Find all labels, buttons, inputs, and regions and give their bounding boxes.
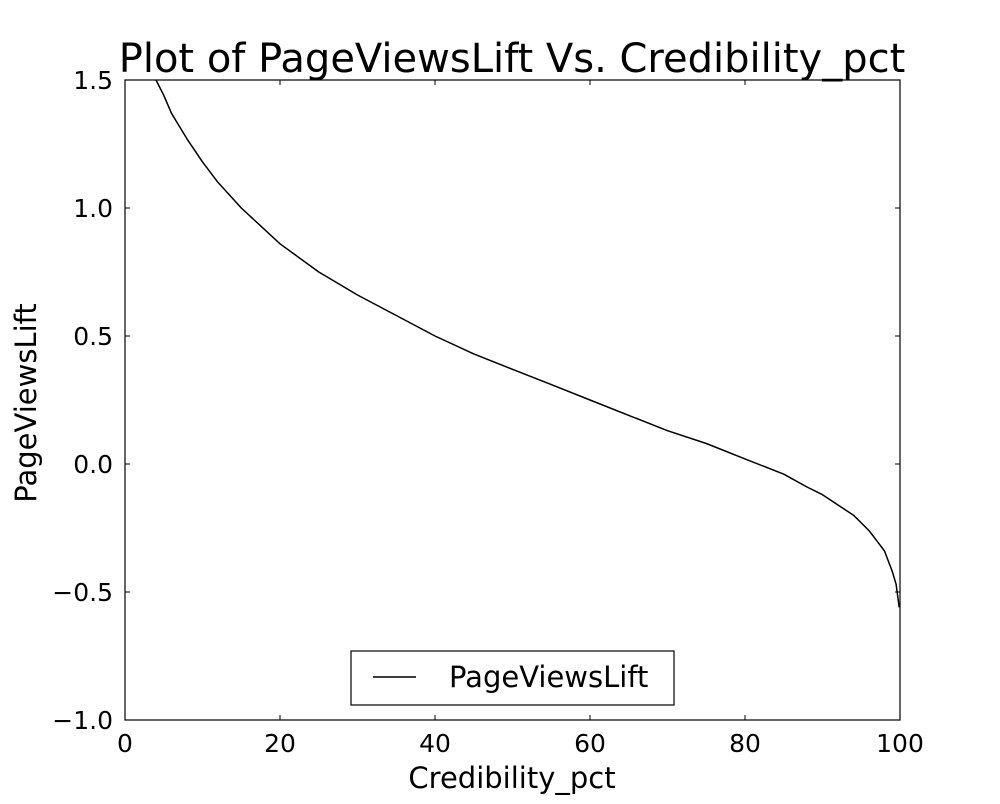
series-layer	[155, 79, 900, 608]
plot-frame	[124, 79, 901, 721]
y-tick-label: −0.5	[52, 578, 113, 607]
series-line-pageviewslift	[155, 79, 900, 608]
x-tick-label: 60	[574, 729, 606, 758]
x-tick-label: 80	[729, 729, 761, 758]
y-tick-label: −1.0	[52, 706, 113, 735]
x-axis-label: Credibility_pct	[408, 761, 615, 795]
y-tick-label: 1.0	[73, 194, 113, 223]
x-tick-label: 100	[876, 729, 924, 758]
y-tick-label: 0.0	[73, 450, 113, 479]
legend-box	[350, 650, 675, 706]
y-tick-label: 0.5	[73, 322, 113, 351]
chart-title: Plot of PageViewsLift Vs. Credibility_pc…	[119, 36, 906, 82]
x-tick-label: 0	[117, 729, 133, 758]
x-tick-label: 20	[264, 729, 296, 758]
y-axis-ticks: −1.0 −0.5 0.0 0.5 1.0 1.5	[52, 66, 900, 735]
x-tick-label: 40	[419, 729, 451, 758]
legend-label: PageViewsLift	[449, 660, 648, 694]
x-axis-ticks: 0 20 40 60 80 100	[117, 80, 924, 758]
y-axis-label: PageViewsLift	[9, 303, 43, 502]
legend: PageViewsLift	[350, 650, 675, 706]
y-tick-label: 1.5	[73, 66, 113, 95]
